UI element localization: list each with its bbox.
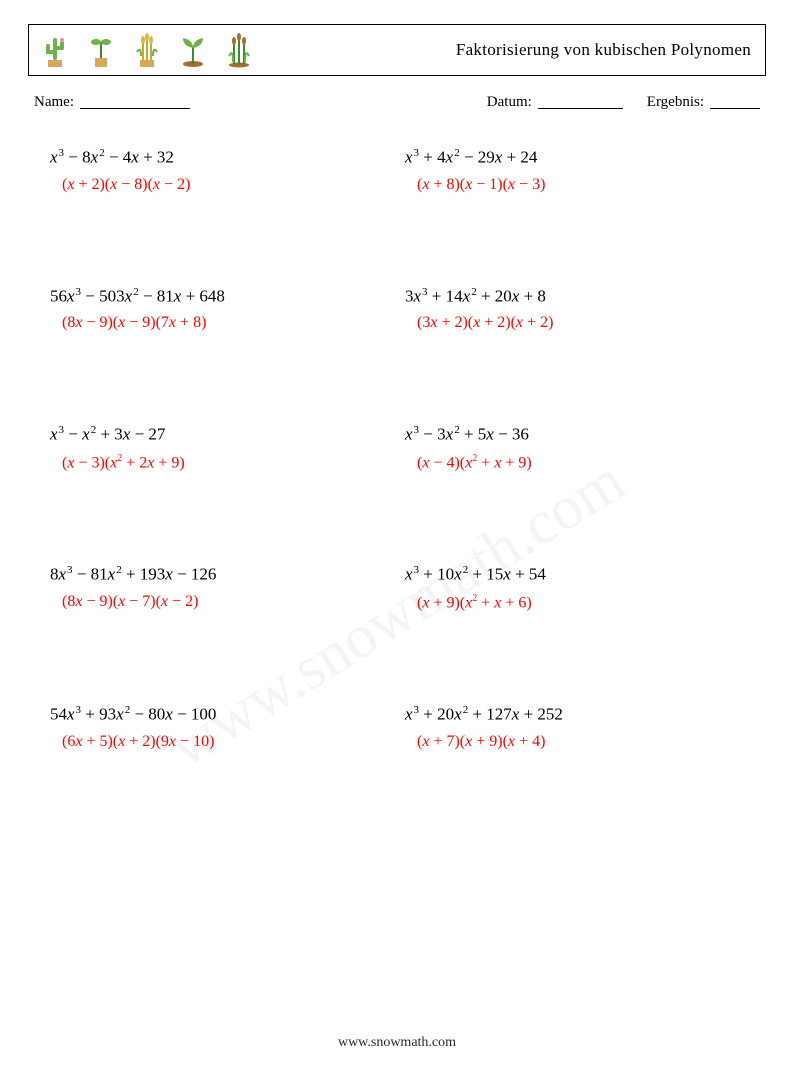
problem-10: x3 + 20x2 + 127x + 252 (x + 7)(x + 9)(x +…: [405, 704, 760, 751]
answer: (6x + 5)(x + 2)(9x − 10): [50, 733, 405, 751]
polynomial: 3x3 + 14x2 + 20x + 8: [405, 286, 760, 307]
problem-3: 56x3 − 503x2 − 81x + 648 (8x − 9)(x − 9)(…: [50, 286, 405, 333]
answer: (x + 7)(x + 9)(x + 4): [405, 733, 760, 751]
result-label: Ergebnis:: [647, 94, 704, 111]
polynomial: x3 + 20x2 + 127x + 252: [405, 704, 760, 725]
problem-7: 8x3 − 81x2 + 193x − 126 (8x − 9)(x − 7)(x…: [50, 564, 405, 612]
polynomial: x3 − 3x2 + 5x − 36: [405, 424, 760, 445]
problem-4: 3x3 + 14x2 + 20x + 8 (3x + 2)(x + 2)(x + …: [405, 286, 760, 333]
result-blank[interactable]: [710, 94, 760, 109]
name-label: Name:: [34, 94, 74, 111]
polynomial: 54x3 + 93x2 − 80x − 100: [50, 704, 405, 725]
date-blank[interactable]: [538, 94, 623, 109]
answer: (x + 8)(x − 1)(x − 3): [405, 176, 760, 194]
worksheet-title: Faktorisierung von kubischen Polynomen: [456, 40, 751, 60]
polynomial: 56x3 − 503x2 − 81x + 648: [50, 286, 405, 307]
sprout-icon: [85, 32, 117, 68]
answer: (8x − 9)(x − 9)(7x + 8): [50, 314, 405, 332]
answer: (x + 9)(x2 + x + 6): [405, 593, 760, 612]
problem-6: x3 − 3x2 + 5x − 36 (x − 4)(x2 + x + 9): [405, 424, 760, 472]
problem-1: x3 − 8x2 − 4x + 32 (x + 2)(x − 8)(x − 2): [50, 147, 405, 194]
problem-8: x3 + 10x2 + 15x + 54 (x + 9)(x2 + x + 6): [405, 564, 760, 612]
answer: (x − 3)(x2 + 2x + 9): [50, 453, 405, 472]
answer: (x − 4)(x2 + x + 9): [405, 453, 760, 472]
name-blank[interactable]: [80, 94, 190, 109]
wheat-icon: [131, 32, 163, 68]
answer: (3x + 2)(x + 2)(x + 2): [405, 314, 760, 332]
problems-grid: x3 − 8x2 − 4x + 32(x + 2)(x − 8)(x − 2)x…: [50, 147, 760, 751]
problem-9: 54x3 + 93x2 − 80x − 100 (6x + 5)(x + 2)(9…: [50, 704, 405, 751]
answer: (x + 2)(x − 8)(x − 2): [50, 176, 405, 194]
polynomial: x3 + 4x2 − 29x + 24: [405, 147, 760, 168]
problem-2: x3 + 4x2 − 29x + 24 (x + 8)(x − 1)(x − 3): [405, 147, 760, 194]
meta-row: Name: Datum: Ergebnis:: [34, 94, 760, 111]
problem-5: x3 − x2 + 3x − 27 (x − 3)(x2 + 2x + 9): [50, 424, 405, 472]
answer: (8x − 9)(x − 7)(x − 2): [50, 593, 405, 611]
polynomial: 8x3 − 81x2 + 193x − 126: [50, 564, 405, 585]
header-icons: [39, 32, 255, 68]
reeds-icon: [223, 32, 255, 68]
date-label: Datum:: [487, 94, 532, 111]
polynomial: x3 + 10x2 + 15x + 54: [405, 564, 760, 585]
seedling-icon: [177, 32, 209, 68]
footer-url: www.snowmath.com: [0, 1035, 794, 1051]
polynomial: x3 − 8x2 − 4x + 32: [50, 147, 405, 168]
cactus-icon: [39, 32, 71, 68]
worksheet-header: Faktorisierung von kubischen Polynomen: [28, 24, 766, 76]
polynomial: x3 − x2 + 3x − 27: [50, 424, 405, 445]
